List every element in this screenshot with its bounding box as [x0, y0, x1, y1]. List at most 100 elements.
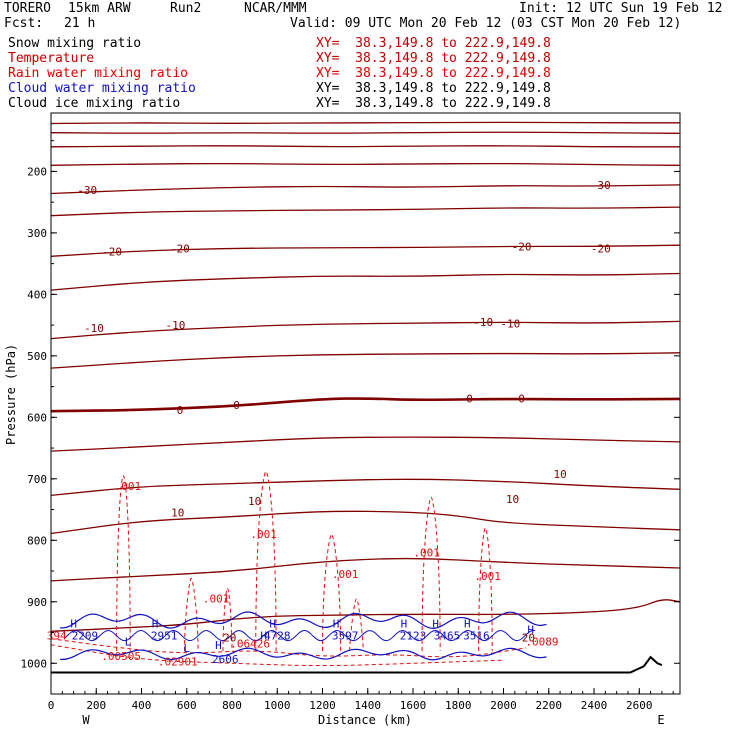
x-tick-label-10: 2000: [490, 699, 517, 712]
temperature-contour-1: [50, 131, 681, 134]
y-tick-label-8: 1000: [21, 657, 48, 670]
x-tick-label-3: 600: [177, 699, 197, 712]
x-tick-label-11: 2200: [536, 699, 563, 712]
rain-label-10: .0089: [525, 636, 558, 649]
temperature-label-3: -20: [170, 242, 190, 255]
legend-cloud-ice: Cloud ice mixing ratio: [8, 96, 181, 111]
rain-plume-7: [349, 598, 364, 651]
y-tick-label-3: 500: [27, 350, 47, 363]
x-tick-label-5: 1000: [264, 699, 291, 712]
temperature-contour-10: [50, 397, 681, 413]
cloud-water-label-2: 2606: [212, 653, 239, 666]
temperature-label-5: -20: [591, 242, 611, 255]
rain-plume-6: [222, 587, 233, 651]
x-tick-label-12: 2400: [581, 699, 608, 712]
y-tick-label-1: 300: [27, 227, 47, 240]
high-marker-6: H: [401, 617, 408, 630]
contour-labels: -30 -30 -20 -20 -20 -20 -10 -10 -10 -10 0 0 0 0 10 10 10…: [47, 179, 611, 668]
rain-label-8: .02901: [158, 655, 198, 668]
legend-rain: Rain water mixing ratio: [8, 66, 189, 81]
temperature-label-8: -10: [473, 316, 493, 329]
cloud-water-label-0: 2209: [72, 630, 99, 643]
rain-plume-4: [478, 527, 493, 651]
cloud-water-contour-bottom: [60, 647, 547, 661]
temperature-contours: [50, 121, 681, 632]
temperature-contour-13: [50, 510, 681, 535]
x-tick-label-4: 800: [222, 699, 242, 712]
plot-frame: [50, 112, 681, 695]
high-marker-7: H: [432, 617, 439, 630]
model-name: TORERO: [4, 1, 51, 16]
low-marker-1: L: [183, 642, 190, 655]
legend-cloud-water: Cloud water mixing ratio: [8, 81, 196, 96]
terrain: [51, 655, 663, 674]
rain-label-3: .001: [413, 547, 440, 560]
cloud-water-label-5: 2123: [400, 630, 427, 643]
forecast-label: Fcst:: [4, 16, 44, 31]
temperature-contour-8: [50, 320, 681, 340]
rain-band-surface: [50, 644, 504, 667]
temperature-label-13: 0: [518, 392, 525, 405]
forecast-hour: 21 h: [64, 16, 96, 31]
cloud-water-label-6: 3465: [434, 630, 461, 643]
temperature-contour-2: [50, 145, 680, 148]
terrain-line: [51, 655, 663, 674]
temperature-label-14: 10: [553, 468, 566, 481]
init-time: Init: 12 UTC Sun 19 Feb 12: [519, 1, 723, 16]
x-axis-title: Distance (km): [318, 713, 412, 727]
x-tick-label-2: 400: [132, 699, 152, 712]
temperature-label-7: -10: [166, 319, 186, 332]
temperature-label-0: -30: [77, 184, 97, 197]
legend-snow: Snow mixing ratio: [8, 36, 142, 51]
cloud-water-contour-top: [60, 611, 547, 629]
temperature-label-2: -20: [102, 245, 122, 258]
temperature-contour-12: [50, 478, 681, 497]
west-label: W: [82, 713, 90, 727]
temperature-label-19: 20: [522, 631, 535, 644]
rain-label-0: .001: [115, 480, 142, 493]
x-tick-label-8: 1600: [400, 699, 427, 712]
legend-rain-xy: XY= 38.3,149.8 to 222.9,149.8: [316, 66, 551, 81]
y-tick-label-6: 800: [27, 534, 47, 547]
cloud-water-label-1: 2951: [151, 630, 178, 643]
high-marker-8: H: [464, 617, 471, 630]
x-tick-label-13: 2600: [626, 699, 653, 712]
model-org: NCAR/MMM: [244, 1, 307, 16]
east-label: E: [657, 713, 664, 727]
rain-label-6: 394: [47, 630, 67, 643]
low-marker-0: L: [125, 636, 132, 649]
y-tick-label-2: 400: [27, 288, 47, 301]
y-axis-title: Pressure (hPa): [4, 344, 18, 445]
y-tick-label-0: 200: [27, 165, 47, 178]
high-marker-2: H: [215, 639, 222, 652]
rain-plume-2: [322, 533, 342, 651]
temperature-label-18: 20: [223, 631, 236, 644]
high-marker-9: H: [527, 623, 534, 636]
rain-plume-0: [116, 475, 131, 651]
cloud-water-contours: [60, 611, 547, 661]
model-run: Run2: [170, 1, 202, 16]
cloud-water-label-3: 4728: [264, 630, 291, 643]
legend-cloud-water-xy: XY= 38.3,149.8 to 222.9,149.8: [316, 81, 551, 96]
rain-label-1: .001: [250, 528, 277, 541]
temperature-label-17: 10: [171, 507, 184, 520]
legend-temperature: Temperature: [8, 51, 95, 66]
temperature-contour-0: [50, 121, 680, 125]
rain-water-contours: [50, 470, 527, 667]
rain-band-low: [50, 638, 527, 658]
high-marker-5: H: [333, 617, 340, 630]
rain-plume-3: [421, 496, 441, 651]
legend-snow-xy: XY= 38.3,149.8 to 222.9,149.8: [316, 36, 551, 51]
legend-cloud-ice-xy: XY= 38.3,149.8 to 222.9,149.8: [316, 96, 551, 111]
y-tick-label-7: 900: [27, 596, 47, 609]
rain-label-9: .06426: [230, 638, 270, 651]
y-tick-label-5: 700: [27, 473, 47, 486]
high-marker-3: H: [269, 617, 276, 630]
cloud-water-label-4: 3597: [332, 630, 359, 643]
temperature-label-11: 0: [233, 399, 240, 412]
rain-plume-5: [183, 577, 199, 651]
temperature-contour-5: [50, 206, 681, 217]
temperature-contour-9: [50, 352, 681, 369]
temperature-label-1: -30: [591, 179, 611, 192]
